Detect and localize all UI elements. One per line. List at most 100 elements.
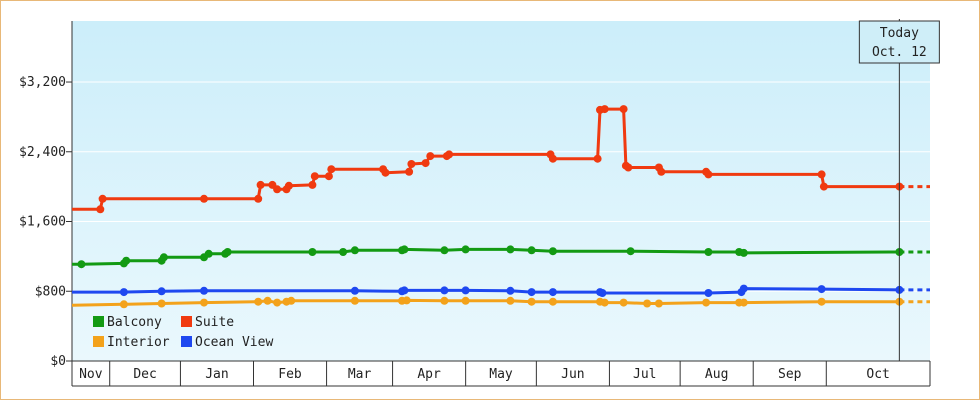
data-point-interior xyxy=(654,299,663,308)
series-ocean-view xyxy=(72,284,930,297)
data-point-interior xyxy=(402,296,411,305)
data-point-ocean-view xyxy=(400,286,409,295)
y-tick-label: $800 xyxy=(35,284,66,299)
data-point-balcony xyxy=(339,248,348,256)
data-point-suite xyxy=(273,185,282,194)
data-point-suite xyxy=(619,105,628,114)
data-point-suite xyxy=(817,170,826,179)
data-point-suite xyxy=(819,182,828,191)
data-point-ocean-view xyxy=(527,288,536,297)
data-point-suite xyxy=(657,167,666,176)
data-point-interior xyxy=(254,297,263,306)
data-point-balcony xyxy=(739,248,748,257)
data-point-balcony xyxy=(400,245,409,254)
y-tick-label: $1,600 xyxy=(19,215,66,230)
data-point-balcony xyxy=(626,247,635,256)
legend-swatch-balcony xyxy=(93,316,104,327)
legend-swatch-suite xyxy=(181,316,192,327)
data-point-balcony xyxy=(308,248,317,256)
y-tick-label: $0 xyxy=(50,354,66,369)
data-point-balcony xyxy=(548,247,557,256)
data-point-suite xyxy=(200,194,208,203)
plot-area xyxy=(72,21,930,361)
data-point-suite xyxy=(324,172,333,181)
data-point-interior xyxy=(273,298,282,307)
data-point-ocean-view xyxy=(817,285,826,294)
data-point-ocean-view xyxy=(119,288,128,297)
data-point-ocean-view xyxy=(200,286,208,295)
data-point-interior xyxy=(548,297,557,306)
x-month-label: Jun xyxy=(561,367,584,382)
data-point-balcony xyxy=(223,248,232,256)
data-point-balcony xyxy=(204,249,213,258)
data-point-suite xyxy=(600,105,609,114)
data-point-ocean-view xyxy=(704,289,713,297)
data-point-suite xyxy=(96,205,105,214)
series-interior xyxy=(71,296,930,309)
data-point-interior xyxy=(461,296,470,305)
data-point-balcony xyxy=(506,245,515,254)
data-point-interior xyxy=(506,296,515,305)
x-month-label: Feb xyxy=(278,367,302,382)
y-tick-label: $3,200 xyxy=(19,75,66,90)
data-point-suite xyxy=(624,163,633,172)
data-point-suite xyxy=(98,194,107,203)
series-balcony xyxy=(72,245,930,269)
data-point-ocean-view xyxy=(461,286,470,295)
data-point-interior xyxy=(702,298,711,307)
x-month-label: Oct xyxy=(866,367,889,382)
legend-label-interior: Interior xyxy=(107,335,170,350)
data-point-interior xyxy=(263,296,272,305)
data-point-interior xyxy=(739,298,748,307)
data-point-balcony xyxy=(527,246,536,255)
data-point-suite xyxy=(548,154,557,163)
data-point-ocean-view xyxy=(350,286,359,295)
today-callout-date: Oct. 12 xyxy=(872,45,927,60)
data-point-suite xyxy=(256,180,265,189)
data-point-balcony xyxy=(461,245,470,254)
today-callout-box xyxy=(858,20,940,64)
y-tick-label: $2,400 xyxy=(19,145,66,160)
legend-swatch-interior xyxy=(93,336,104,347)
data-point-suite xyxy=(704,170,713,179)
data-point-interior xyxy=(600,298,609,307)
legend-swatch-ocean-view xyxy=(181,336,192,347)
data-point-ocean-view xyxy=(548,288,557,297)
data-point-ocean-view xyxy=(739,284,748,293)
data-point-interior xyxy=(157,299,166,308)
data-point-balcony xyxy=(350,246,359,255)
data-point-balcony xyxy=(122,256,131,265)
data-point-interior xyxy=(527,297,536,306)
data-point-balcony xyxy=(440,246,449,255)
data-point-ocean-view xyxy=(157,287,166,296)
x-month-label: Dec xyxy=(133,367,156,382)
data-point-interior xyxy=(619,298,628,307)
data-point-interior xyxy=(350,296,359,305)
data-point-suite xyxy=(593,154,602,163)
x-month-label: Nov xyxy=(79,367,103,382)
data-point-balcony xyxy=(159,253,168,262)
legend-label-suite: Suite xyxy=(195,315,234,330)
x-month-label: Apr xyxy=(417,367,441,382)
data-point-interior xyxy=(287,296,296,305)
data-point-interior xyxy=(817,297,826,306)
x-month-label: Jul xyxy=(633,367,656,382)
data-point-suite xyxy=(407,160,416,168)
data-point-balcony xyxy=(704,248,713,256)
data-point-interior xyxy=(643,299,652,308)
data-point-ocean-view xyxy=(506,286,515,295)
data-point-suite xyxy=(426,152,435,161)
x-month-label: Jan xyxy=(205,367,228,382)
x-month-label: Mar xyxy=(348,367,372,382)
today-callout-label: Today xyxy=(880,26,919,41)
data-point-ocean-view xyxy=(598,289,607,297)
legend-label-balcony: Balcony xyxy=(107,315,162,330)
data-point-suite xyxy=(405,167,414,176)
legend-label-ocean-view: Ocean View xyxy=(195,335,273,350)
data-point-interior xyxy=(440,296,449,305)
data-point-suite xyxy=(327,165,336,174)
data-point-balcony xyxy=(77,260,86,269)
x-month-label: Aug xyxy=(705,367,728,382)
